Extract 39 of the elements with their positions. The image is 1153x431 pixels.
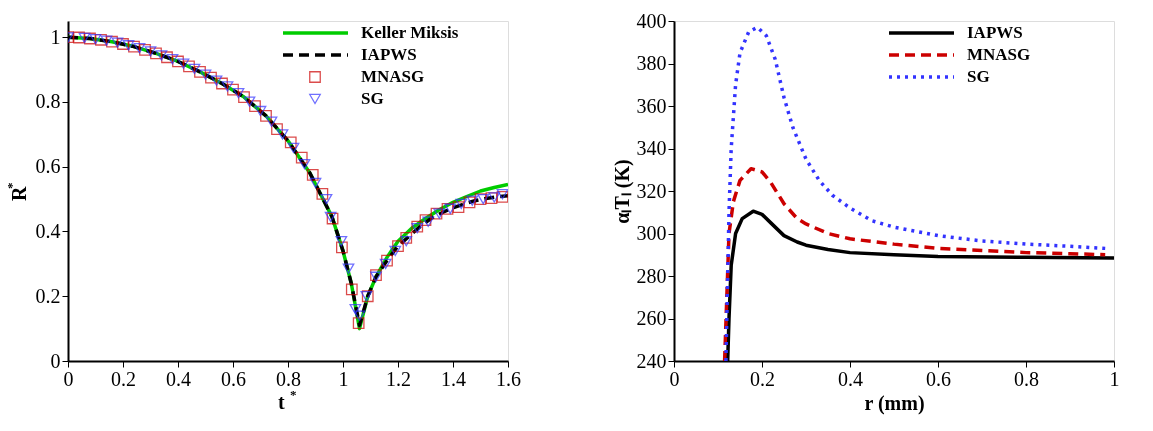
y-tick-label: 400: [636, 9, 667, 32]
legend-label: IAPWS: [361, 45, 417, 64]
y-tick-label: 1: [50, 25, 61, 48]
x-tick-label: 0.8: [276, 367, 301, 390]
x-tick-label: 0.6: [926, 367, 951, 390]
x-tick-label: 1.2: [386, 367, 411, 390]
y-tick-label: 240: [636, 349, 667, 372]
y-tick-label: 260: [636, 307, 667, 329]
legend-label: Keller Miksis: [361, 23, 459, 42]
y-tick-label: 340: [636, 137, 667, 159]
y-tick-label: 0.8: [35, 90, 61, 113]
y-axis-title: αₗTₗ (K): [610, 159, 634, 224]
legend-label: MNASG: [967, 45, 1031, 64]
x-tick-label: 0.2: [750, 367, 775, 390]
y-tick-label: 380: [636, 52, 667, 74]
legend-label: MNASG: [361, 67, 425, 86]
y-tick-label: 0.4: [35, 219, 61, 242]
y-tick-label: 0: [50, 349, 61, 372]
y-tick-label: 0.6: [35, 155, 61, 178]
x-tick-label: 0.2: [111, 367, 136, 390]
x-tick-label: 0.6: [221, 367, 246, 390]
y-tick-label: 300: [636, 222, 667, 244]
x-tick-label: 0.4: [166, 367, 191, 390]
x-tick-label: 0.4: [838, 367, 863, 390]
x-tick-label: 1.6: [496, 367, 521, 390]
legend-label: IAPWS: [967, 23, 1023, 42]
x-tick-label: 1.4: [441, 367, 466, 390]
x-tick-label: 1: [338, 367, 349, 390]
legend-label: SG: [967, 67, 990, 86]
legend-label: SG: [361, 89, 384, 108]
y-tick-label: 320: [636, 179, 667, 202]
x-axis-title: r (mm): [864, 391, 925, 415]
y-tick-label: 360: [636, 94, 667, 117]
y-tick-label: 0.2: [35, 284, 61, 307]
y-axis-title: R*: [4, 182, 30, 201]
x-tick-label: 1: [1109, 367, 1120, 390]
x-tick-label: 0.8: [1014, 367, 1039, 390]
y-tick-label: 280: [636, 264, 667, 287]
x-axis-title: t*: [278, 387, 297, 413]
